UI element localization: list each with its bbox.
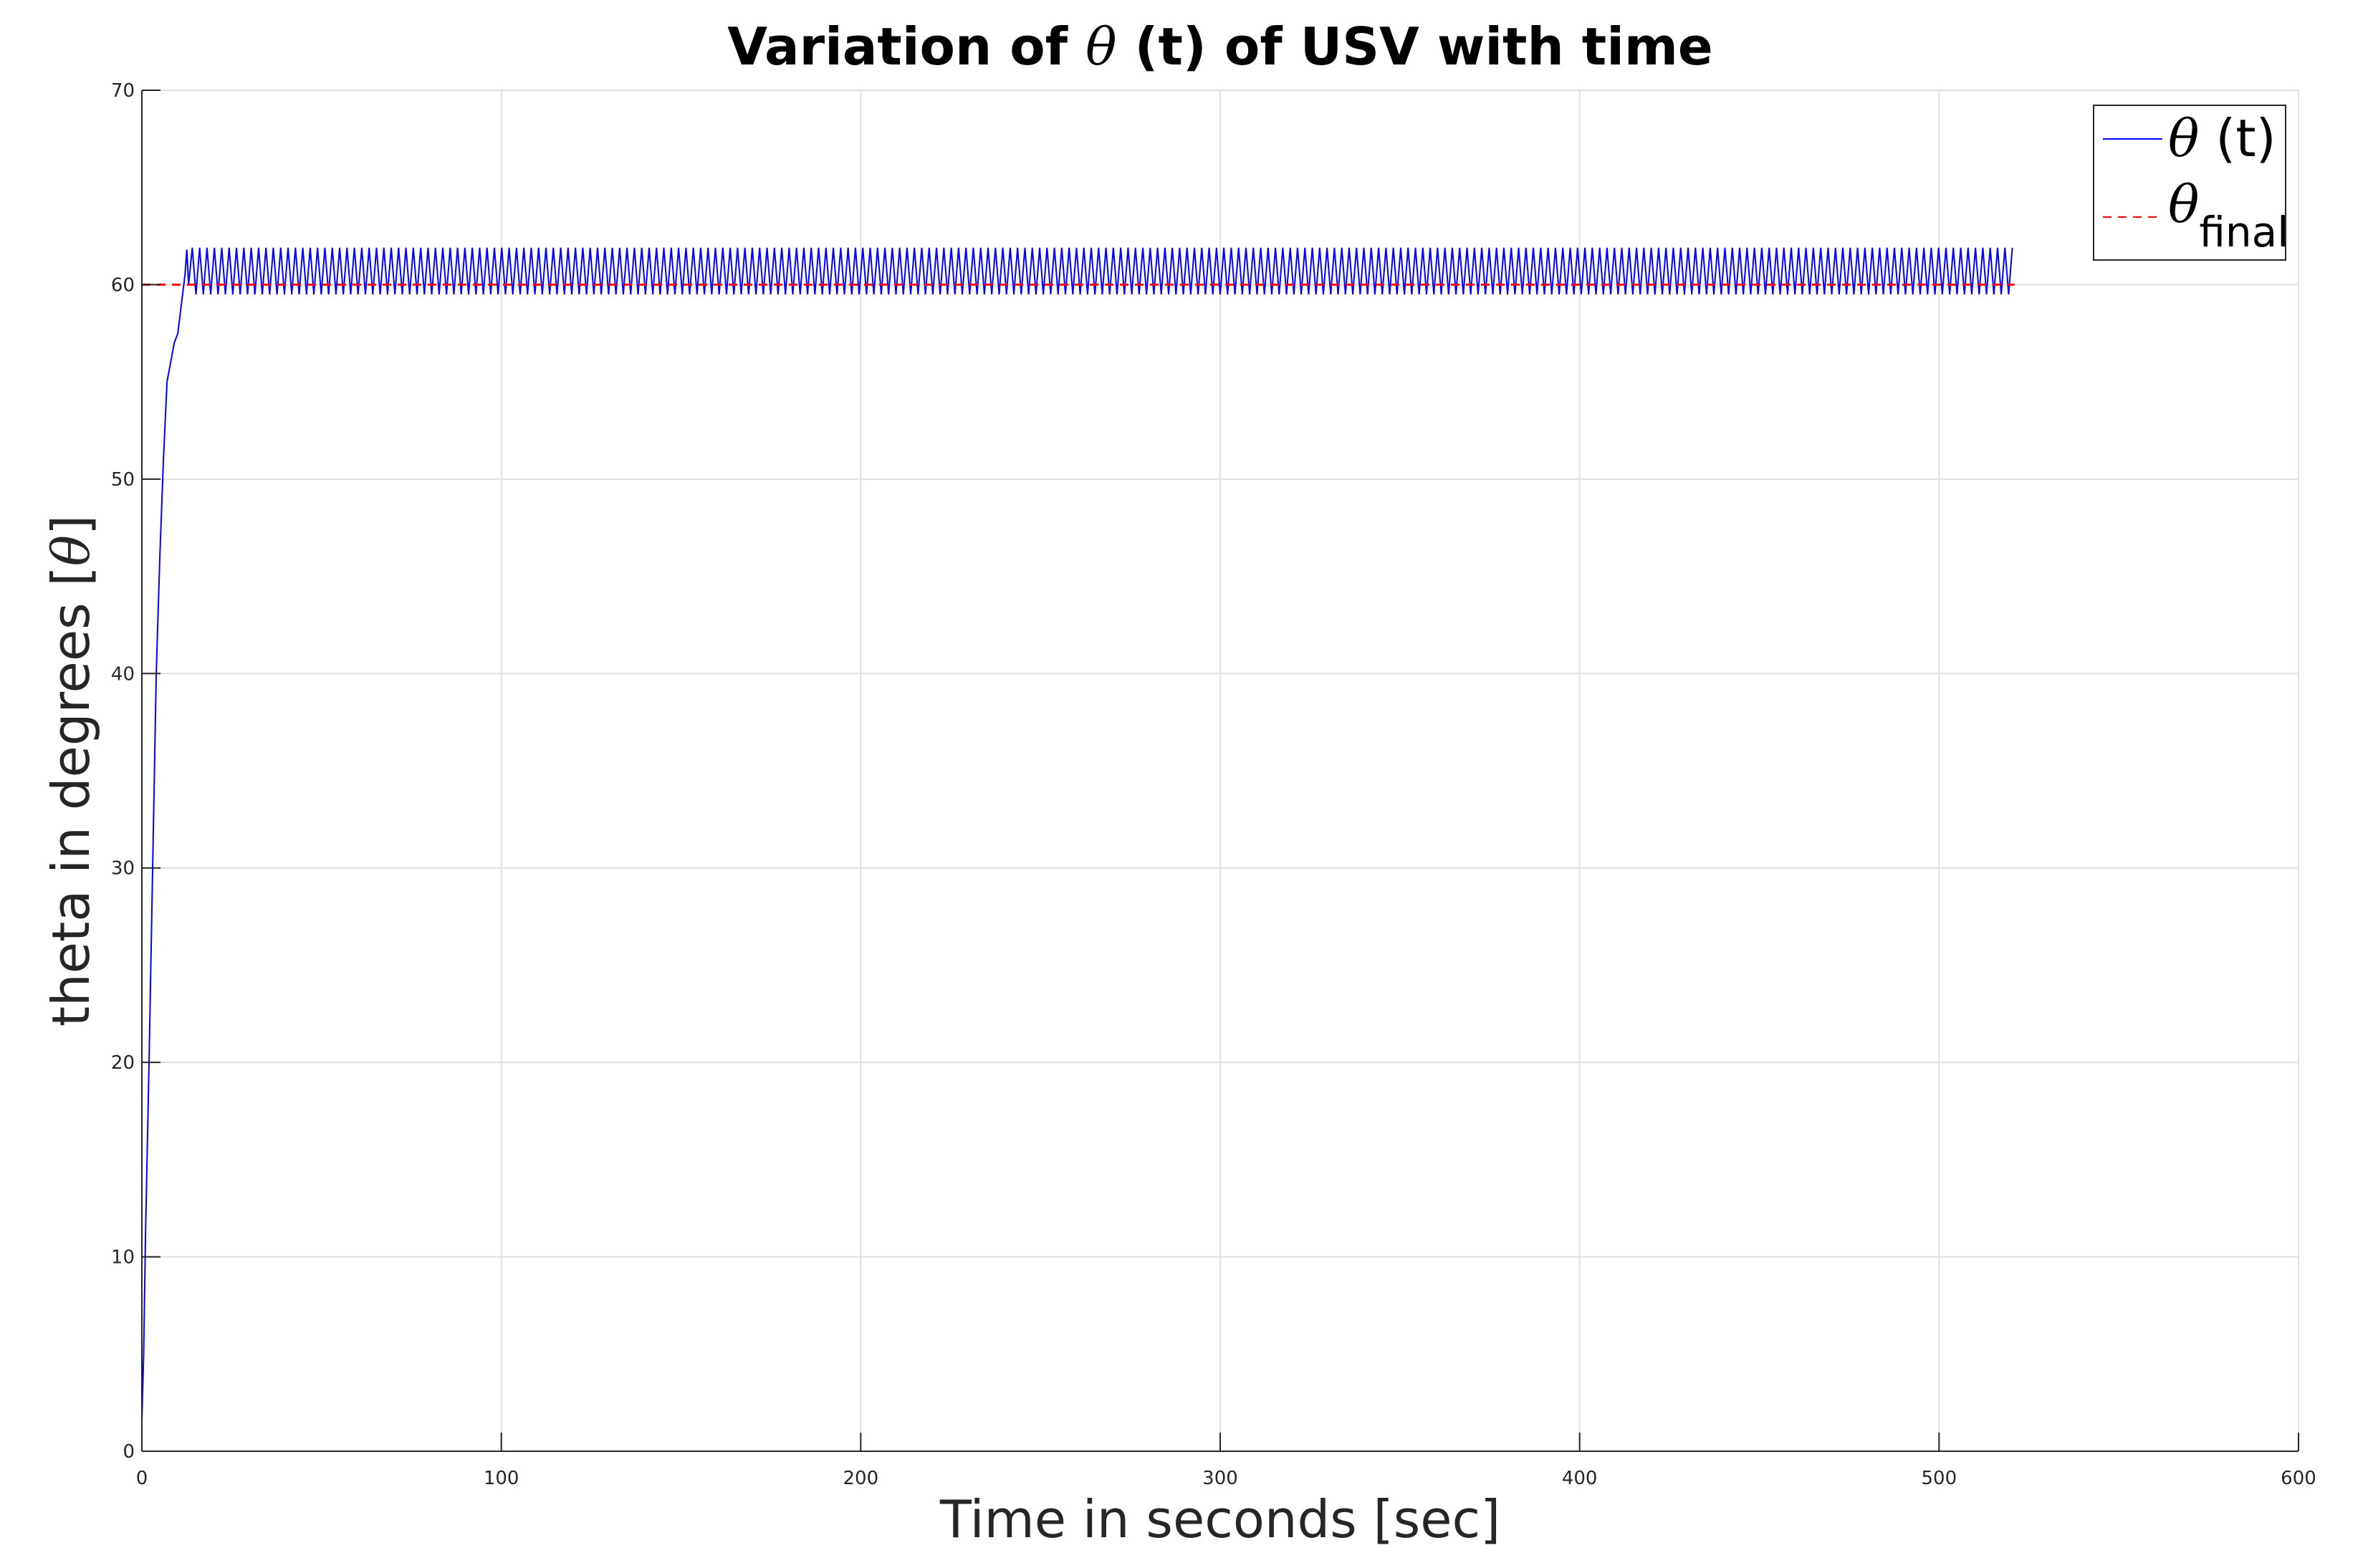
y-tick-label: 30 (111, 858, 135, 880)
series-line-theta-t (141, 247, 2013, 1423)
y-tick-label: 70 (111, 80, 135, 102)
x-tick-label: 300 (1202, 1468, 1238, 1489)
chart-title: Variation of θ (t) of USV with time (727, 16, 1712, 77)
x-tick-label: 400 (1562, 1468, 1598, 1489)
y-tick-label: 40 (111, 663, 135, 685)
x-tick-label: 0 (136, 1468, 148, 1489)
x-axis-label: Time in seconds [sec] (939, 1489, 1500, 1549)
x-tick-label: 600 (2281, 1468, 2316, 1489)
x-tick-label: 500 (1922, 1468, 1957, 1489)
y-tick-label: 20 (111, 1052, 135, 1074)
x-tick-label: 200 (843, 1468, 879, 1489)
y-tick-label: 0 (123, 1441, 135, 1463)
x-tick-label: 100 (484, 1468, 519, 1489)
y-tick-label: 10 (111, 1247, 135, 1269)
y-tick-label: 60 (111, 274, 135, 296)
legend: θ (t) θfinal (2093, 105, 2288, 261)
legend-label-theta-t: θ (t) (2168, 108, 2276, 168)
grid-lines (142, 90, 2299, 1451)
legend-box (2093, 105, 2286, 261)
y-tick-label: 50 (111, 469, 135, 491)
y-axis-label: theta in degrees [θ] (41, 515, 101, 1026)
legend-label-theta-final: θfinal (2168, 174, 2288, 256)
series-layer (141, 247, 2015, 1423)
axis-ticks: 0 100 200 300 400 500 600 0 10 20 30 40 50 60 70 (111, 80, 2316, 1489)
